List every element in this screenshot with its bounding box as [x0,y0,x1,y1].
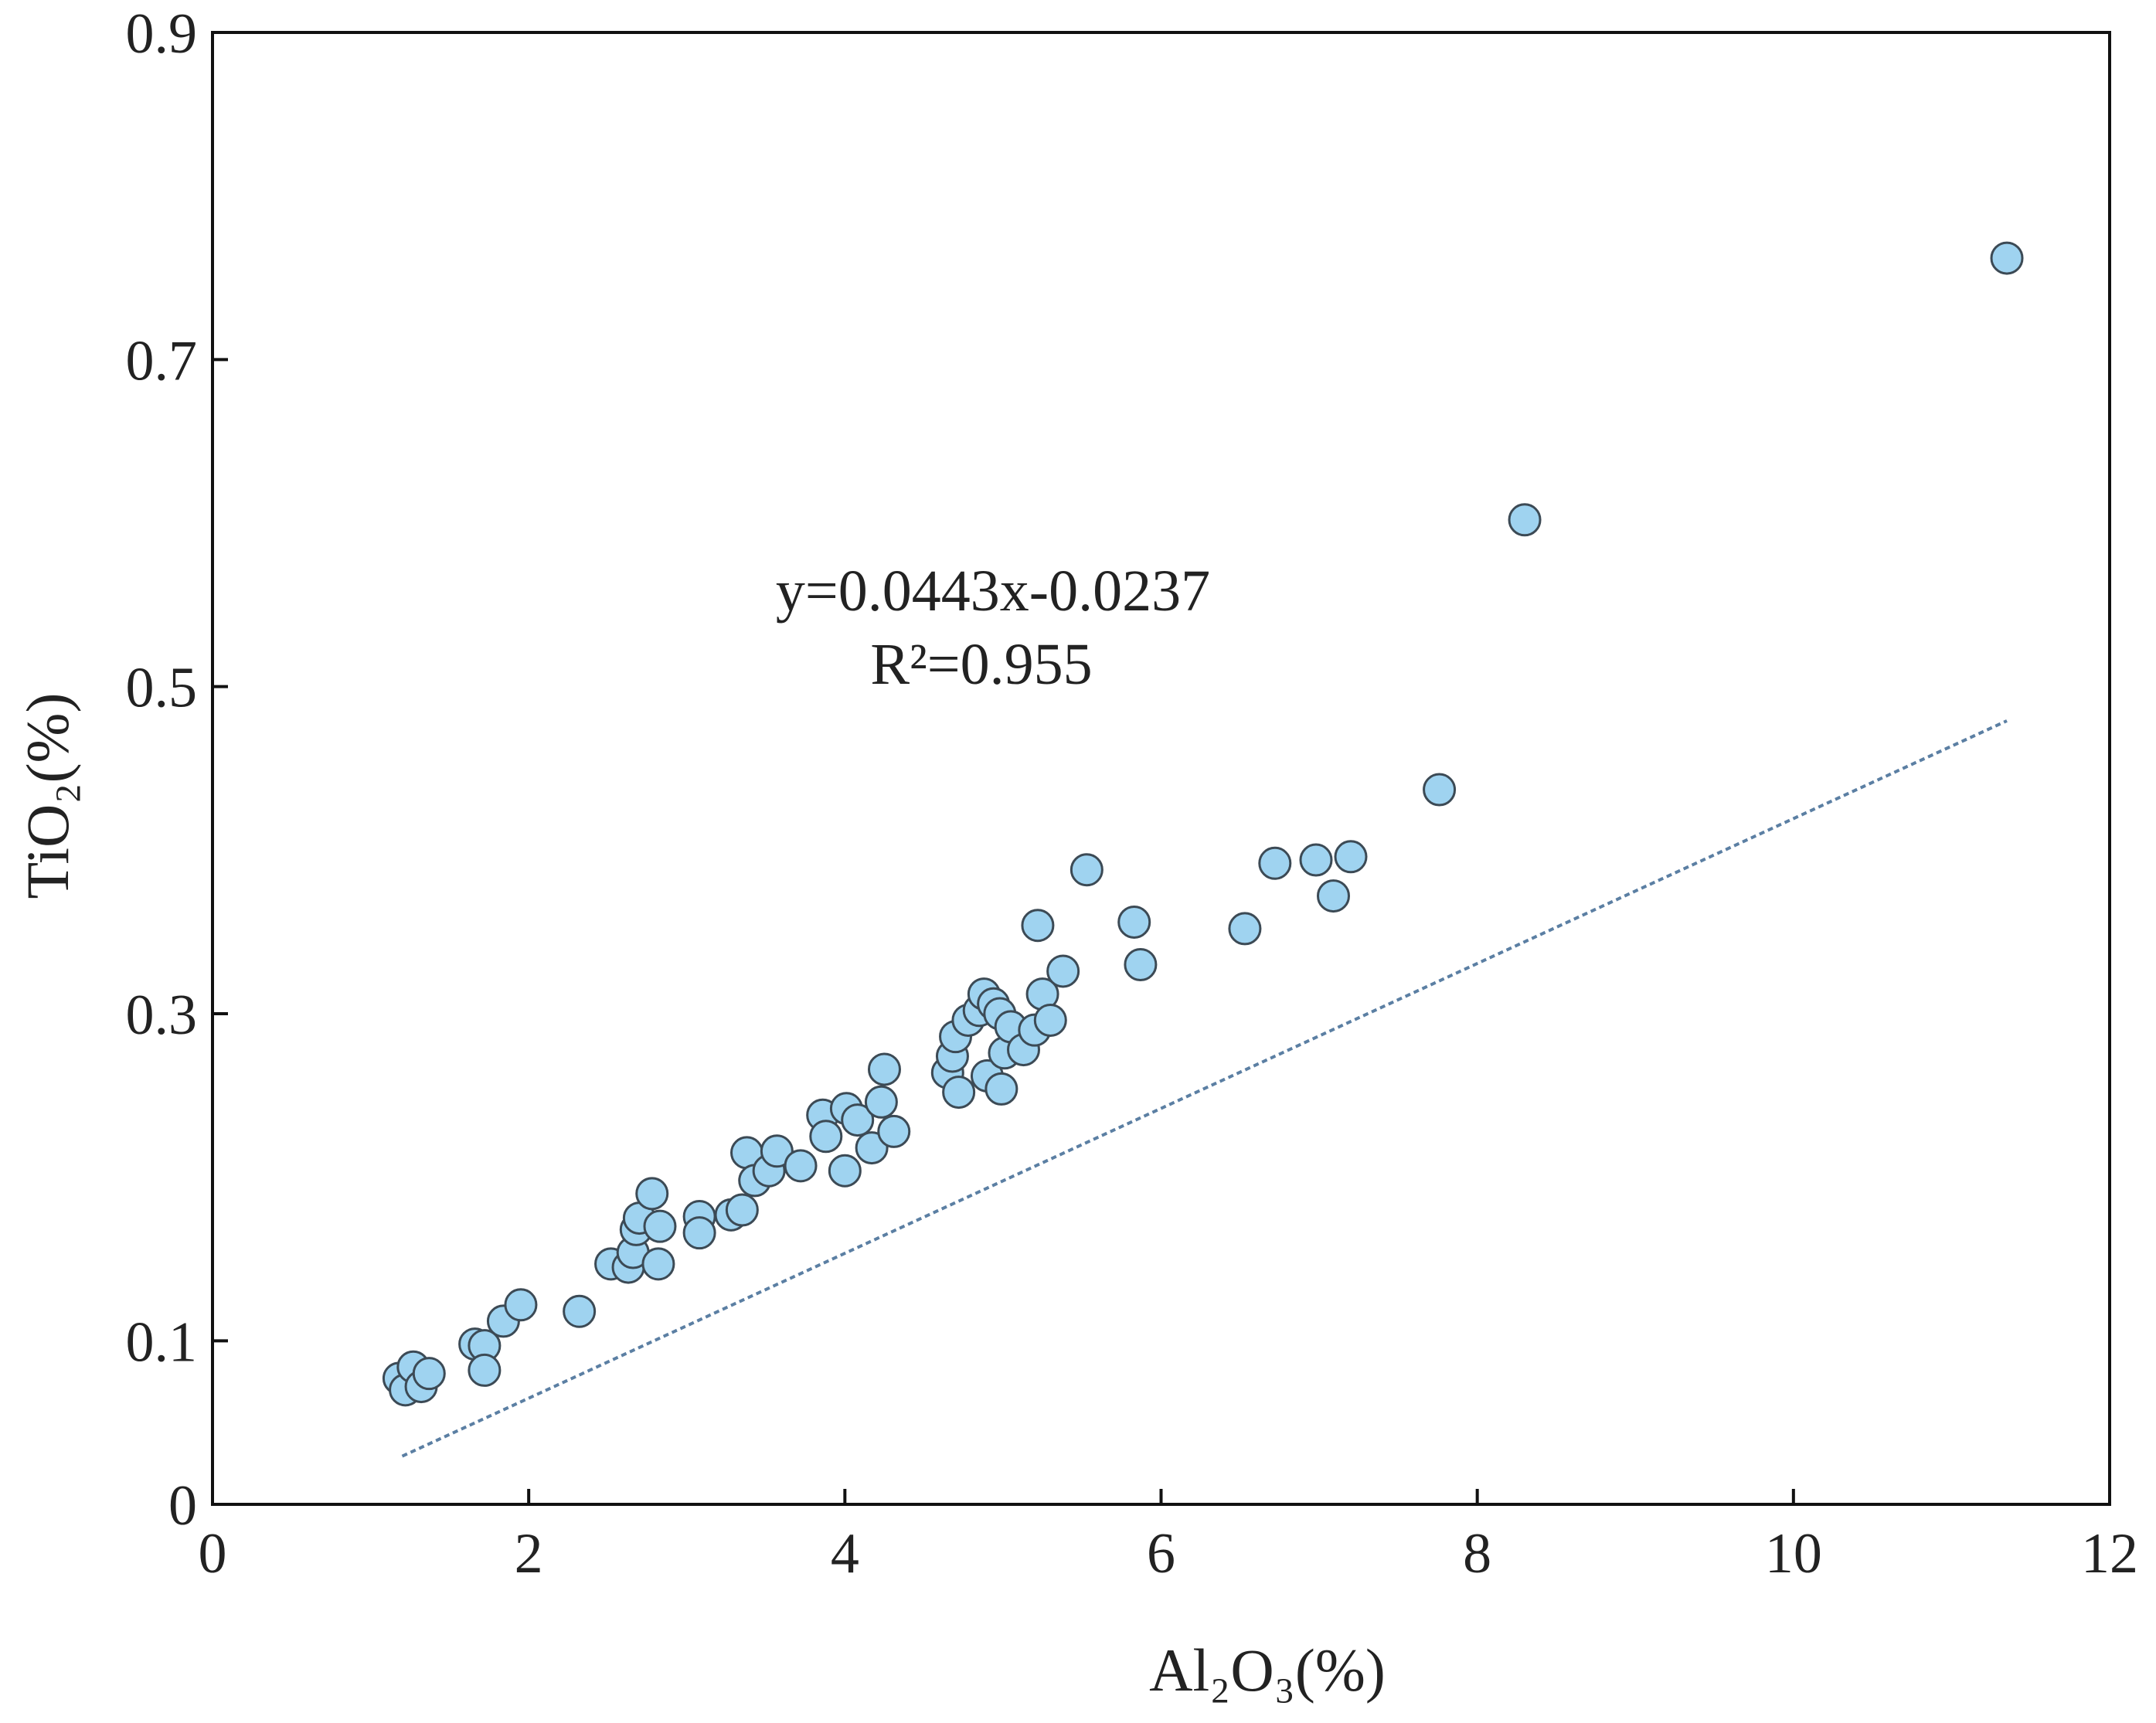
r-squared-label: R²=0.955 [870,632,1092,697]
data-point-26 [760,1134,794,1168]
data-points [382,241,2024,1407]
data-point-54 [1033,1003,1067,1037]
data-point-47 [984,1072,1018,1106]
data-point-7 [468,1353,502,1387]
data-point-17 [641,1247,675,1281]
data-point-18 [643,1209,677,1243]
x-axis-title: Al₂O₃(%) [1149,1636,1386,1704]
data-point-60 [1258,846,1292,880]
data-point-61 [1299,843,1333,877]
y-tick-label-0: 0 [168,1474,197,1538]
data-point-40 [942,1076,976,1110]
data-point-9 [504,1288,538,1322]
data-point-64 [1423,773,1457,807]
data-point-10 [563,1294,597,1328]
data-point-34 [864,1085,898,1119]
x-tick-label-3: 6 [1147,1522,1175,1585]
x-tick-label-6: 12 [2081,1522,2138,1585]
data-point-62 [1316,879,1350,913]
y-axis-title: TiO₂(%) [14,692,81,899]
x-tick-label-0: 0 [199,1522,227,1585]
data-point-35 [867,1052,901,1086]
trendline [401,719,2008,1458]
data-point-56 [1069,853,1104,887]
trendline-layer [401,719,2008,1458]
x-tick-label-5: 10 [1765,1522,1822,1585]
data-point-63 [1334,840,1368,874]
data-point-36 [877,1114,911,1148]
y-tick-label-3: 0.5 [126,657,198,720]
data-point-22 [725,1193,759,1227]
x-tick-label-1: 2 [515,1522,543,1585]
data-point-58 [1124,948,1158,981]
data-point-55 [1046,954,1080,988]
y-tick-label-2: 0.3 [126,984,198,1047]
data-point-52 [1021,909,1055,943]
data-point-30 [828,1154,862,1188]
y-tick-label-4: 0.7 [126,329,198,393]
x-tick-label-2: 4 [831,1522,859,1585]
data-point-27 [784,1149,818,1183]
data-point-29 [809,1120,843,1154]
data-point-33 [855,1131,889,1165]
data-point-16 [635,1177,669,1211]
data-point-20 [682,1216,716,1250]
data-point-4 [412,1357,446,1391]
data-point-59 [1228,912,1262,946]
y-tick-label-5: 0.9 [126,2,198,66]
data-point-65 [1508,503,1542,537]
tick-labels: 0 2 4 6 8 10 12 0 0.1 0.3 0.5 0.7 0.9 [126,2,2139,1585]
data-point-57 [1117,905,1151,939]
trend-equation: y=0.0443x-0.0237 [776,559,1210,624]
y-tick-label-1: 0.1 [126,1310,198,1374]
data-point-66 [1990,241,2024,275]
x-tick-label-4: 8 [1463,1522,1491,1585]
axis-ticks [211,31,2111,1506]
data-point-32 [841,1103,875,1137]
